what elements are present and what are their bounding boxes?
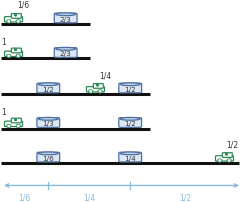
FancyBboxPatch shape [12,119,21,123]
Text: 1/6: 1/6 [17,1,29,10]
Polygon shape [14,119,17,120]
Circle shape [90,91,92,93]
Circle shape [219,160,220,161]
Circle shape [8,126,10,127]
Circle shape [18,56,19,57]
Circle shape [218,159,222,162]
Polygon shape [14,15,17,16]
Ellipse shape [38,118,58,121]
FancyBboxPatch shape [93,84,103,89]
FancyBboxPatch shape [4,52,22,57]
Text: 1/4: 1/4 [99,71,112,80]
FancyBboxPatch shape [119,84,142,93]
FancyBboxPatch shape [54,48,77,58]
Text: 1: 1 [1,108,6,117]
Ellipse shape [56,48,76,51]
Text: 1/3: 1/3 [42,121,54,126]
FancyBboxPatch shape [222,153,232,158]
Text: 1/2: 1/2 [124,121,136,126]
FancyBboxPatch shape [4,18,22,23]
Circle shape [16,55,20,58]
Text: 2/3: 2/3 [60,17,72,22]
Circle shape [16,125,20,128]
Text: 1/6: 1/6 [42,155,54,161]
FancyBboxPatch shape [119,118,142,128]
Polygon shape [96,84,98,86]
Circle shape [8,56,10,57]
Text: 2/3: 2/3 [60,51,72,57]
FancyBboxPatch shape [12,15,21,19]
Circle shape [97,85,98,86]
Circle shape [89,90,92,93]
FancyBboxPatch shape [216,156,234,161]
Polygon shape [14,49,17,51]
Circle shape [18,22,19,23]
Circle shape [227,159,231,162]
Ellipse shape [56,14,76,17]
Circle shape [228,160,230,161]
FancyBboxPatch shape [37,118,60,128]
Polygon shape [225,153,228,155]
FancyBboxPatch shape [4,122,22,127]
Circle shape [7,21,11,24]
Circle shape [8,22,10,23]
Circle shape [99,91,101,93]
FancyBboxPatch shape [54,14,77,24]
Circle shape [7,125,11,128]
Text: 1/4: 1/4 [83,192,95,201]
Text: 1/2: 1/2 [42,86,54,92]
Circle shape [7,55,11,58]
Ellipse shape [38,83,58,86]
Text: 1/2: 1/2 [226,139,238,148]
Text: 1/2: 1/2 [124,86,136,92]
Circle shape [16,21,20,24]
FancyBboxPatch shape [37,153,60,162]
Ellipse shape [38,152,58,155]
FancyBboxPatch shape [119,153,142,162]
Circle shape [15,16,16,17]
Ellipse shape [120,83,140,86]
Text: 1/6: 1/6 [18,192,31,201]
Text: 1/2: 1/2 [179,192,191,201]
FancyBboxPatch shape [86,87,104,93]
Circle shape [15,50,16,51]
Text: 1: 1 [1,38,6,47]
FancyBboxPatch shape [37,84,60,93]
Circle shape [226,154,227,155]
Circle shape [18,126,19,127]
FancyBboxPatch shape [12,49,21,54]
Ellipse shape [120,152,140,155]
Circle shape [15,120,16,121]
Text: 1/4: 1/4 [124,155,136,161]
Ellipse shape [120,118,140,121]
Circle shape [98,90,102,93]
